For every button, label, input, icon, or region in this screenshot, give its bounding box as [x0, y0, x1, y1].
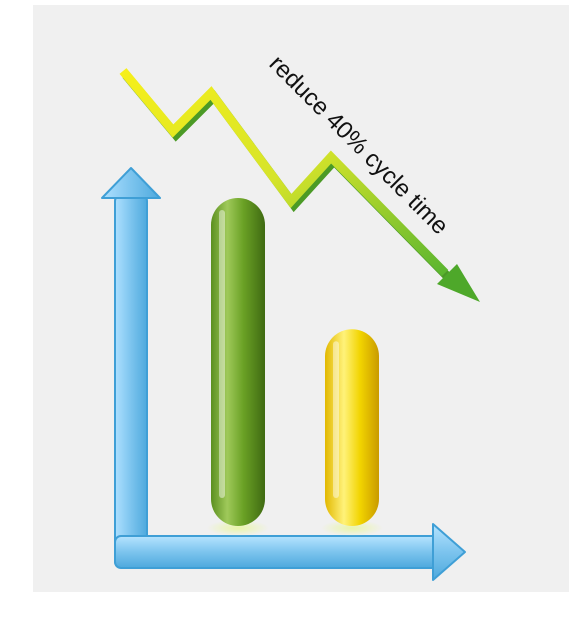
- bar-highlight-2: [333, 341, 339, 498]
- x-axis: [114, 523, 466, 581]
- bar-glow-2: [321, 520, 383, 536]
- trend-arrow: [119, 68, 480, 302]
- trend-annotation: reduce 40% cycle time: [264, 50, 454, 240]
- y-axis: [101, 167, 161, 568]
- bar-1: [211, 198, 265, 526]
- bar-2: [325, 329, 379, 526]
- chart-svg: reduce 40% cycle time: [101, 50, 480, 581]
- bar-highlight-1: [219, 210, 225, 498]
- bar-glow-1: [207, 520, 269, 536]
- bars-group: [207, 198, 383, 536]
- chart-canvas: reduce 40% cycle time: [33, 5, 569, 592]
